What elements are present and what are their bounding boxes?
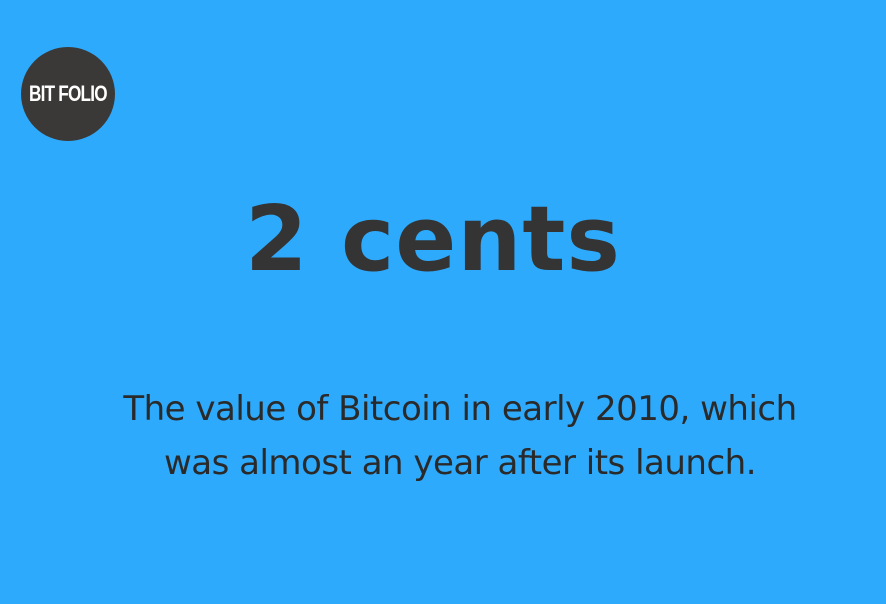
brand-logo: BIT FOLIO <box>21 47 115 141</box>
caption-line-2: was almost an year after its launch. <box>163 443 757 483</box>
headline-value: 2 cents <box>244 187 621 292</box>
caption-line-1: The value of Bitcoin in early 2010, whic… <box>123 389 797 429</box>
caption-text: The value of Bitcoin in early 2010, whic… <box>60 382 860 490</box>
brand-logo-text: BIT FOLIO <box>29 81 108 106</box>
